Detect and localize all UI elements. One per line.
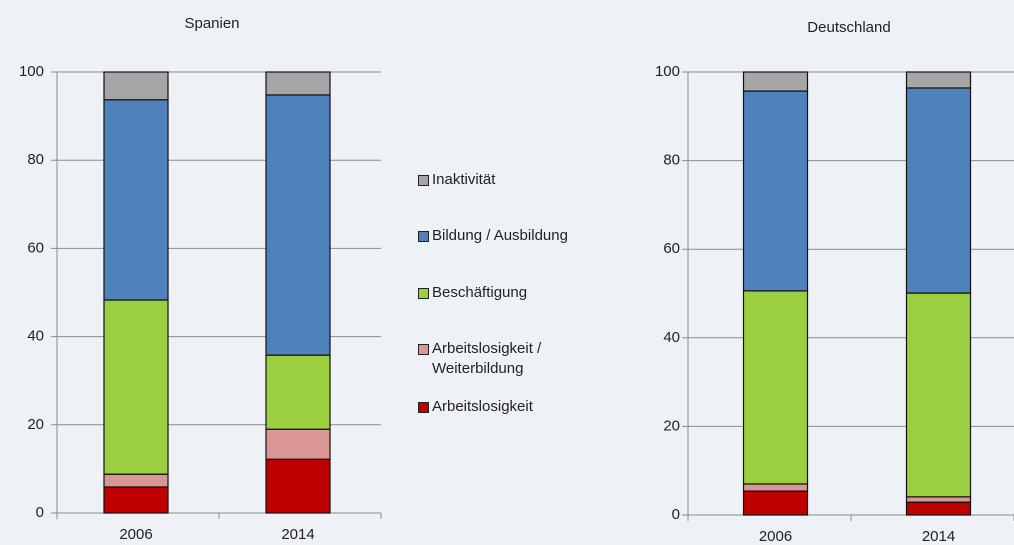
bar-segment — [742, 90, 809, 292]
y-tick-label: 80 — [663, 152, 680, 169]
x-tick-label: 2014 — [281, 526, 314, 543]
legend-item: Arbeitslosigkeit — [418, 397, 608, 417]
y-tick-label: 100 — [19, 63, 44, 80]
y-tick-label: 20 — [27, 416, 44, 433]
bar-segment — [905, 292, 972, 498]
legend-label: Arbeitslosigkeit — [432, 398, 533, 415]
legend-label: Bildung / Ausbildung — [432, 227, 568, 244]
y-tick-label: 0 — [36, 504, 44, 521]
y-tick-label: 0 — [672, 506, 680, 523]
legend-swatch — [418, 175, 429, 186]
legend-swatch — [418, 402, 429, 413]
y-tick-label: 60 — [663, 240, 680, 257]
y-tick-label: 40 — [663, 329, 680, 346]
x-tick-label: 2014 — [922, 528, 955, 545]
y-tick-label: 40 — [27, 328, 44, 345]
x-tick-label: 2006 — [759, 528, 792, 545]
y-tick-label: 100 — [655, 63, 680, 80]
bar-segment — [905, 71, 972, 89]
legend-item: Arbeitslosigkeit / Weiterbildung — [418, 339, 608, 379]
bar-segment — [742, 71, 809, 92]
legend-label: Arbeitslosigkeit / Weiterbildung — [432, 340, 542, 377]
bar-segment — [103, 473, 169, 488]
bar-segment — [905, 87, 972, 294]
bar-segment — [103, 99, 169, 301]
chart-title: Spanien — [184, 15, 239, 32]
bar-segment — [265, 428, 331, 460]
y-tick-label: 60 — [27, 239, 44, 256]
y-tick-label: 80 — [27, 151, 44, 168]
legend-item: Bildung / Ausbildung — [418, 226, 608, 246]
legend-swatch — [418, 231, 429, 242]
legend-item: Beschäftigung — [418, 283, 608, 303]
legend-swatch — [418, 344, 429, 355]
bar-segment — [905, 496, 972, 503]
legend-item: Inaktivität — [418, 170, 608, 190]
bar-segment — [265, 354, 331, 430]
bar-segment — [742, 290, 809, 485]
bar-segment — [742, 490, 809, 516]
x-tick-label: 2006 — [119, 526, 152, 543]
bar-segment — [265, 458, 331, 514]
y-tick-label: 20 — [663, 417, 680, 434]
bar-segment — [103, 299, 169, 475]
chart-title: Deutschland — [807, 19, 890, 36]
legend-label: Beschäftigung — [432, 284, 528, 301]
bar-segment — [265, 94, 331, 356]
bar-segment — [103, 71, 169, 101]
legend-label: Inaktivität — [432, 171, 496, 188]
bar-segment — [265, 71, 331, 96]
legend-swatch — [418, 288, 429, 299]
bar-segment — [905, 501, 972, 516]
bar-segment — [103, 486, 169, 514]
bar-segment — [742, 483, 809, 492]
